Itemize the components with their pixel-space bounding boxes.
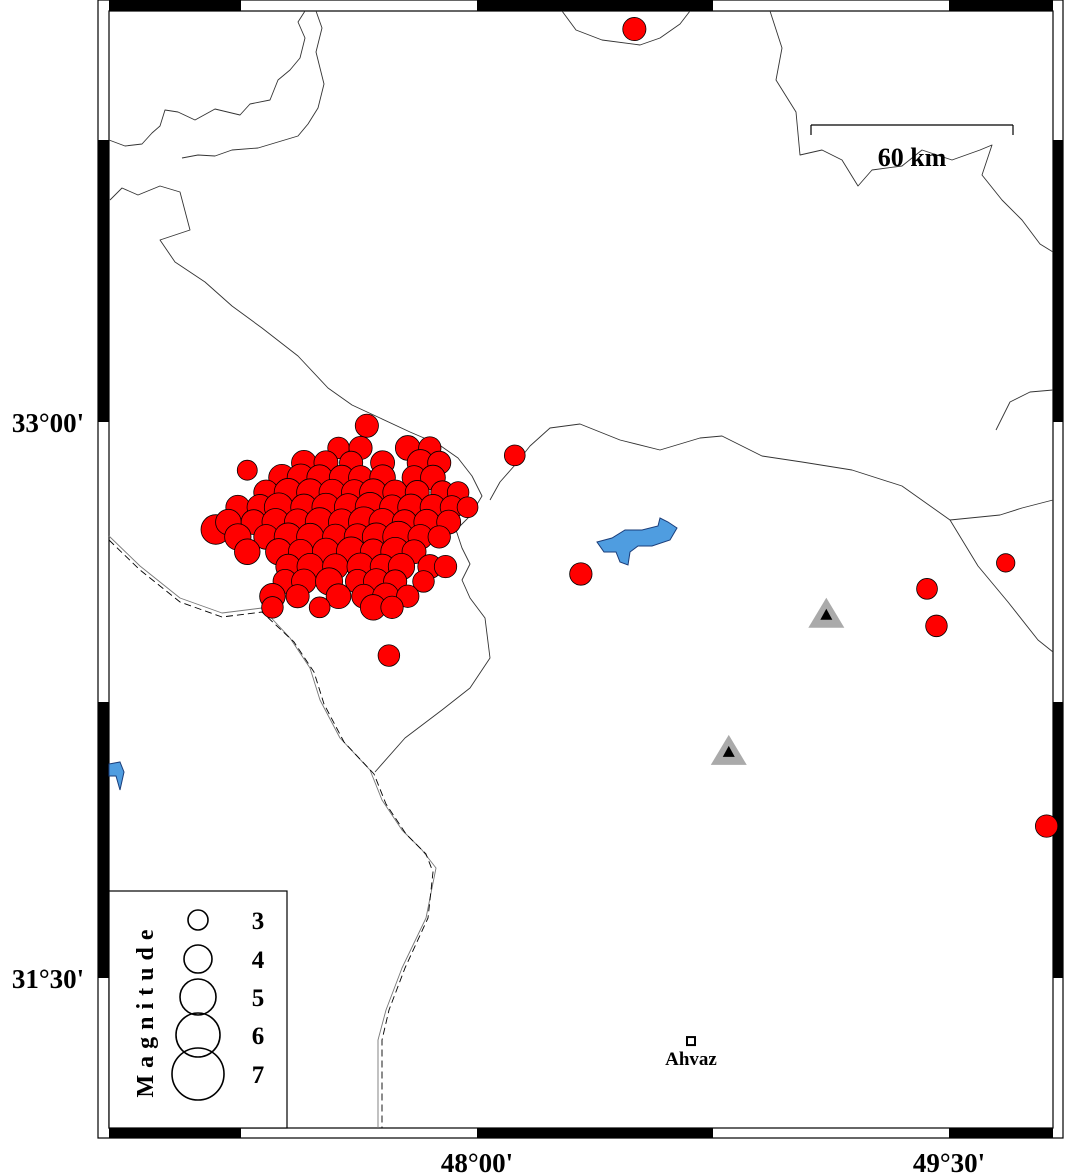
legend-magnitude-label: 3 bbox=[252, 908, 265, 935]
station-core-icon bbox=[820, 608, 833, 620]
boundary-line bbox=[561, 10, 691, 46]
city-marker bbox=[685, 1036, 696, 1047]
boundary-line bbox=[181, 10, 325, 159]
earthquake-event bbox=[377, 644, 401, 667]
earthquake-event bbox=[412, 570, 435, 593]
lat-label-33-00: 33°00' bbox=[12, 408, 84, 438]
station-core-icon bbox=[722, 745, 735, 757]
legend-circle-icon bbox=[183, 944, 213, 974]
boundary-line bbox=[108, 535, 437, 1128]
lat-label-31-30: 31°30' bbox=[12, 964, 84, 994]
city-label: Ahvaz bbox=[665, 1049, 717, 1070]
legend-magnitude-label: 6 bbox=[252, 1023, 265, 1050]
magnitude-legend: Magnitude 3 4 5 6 7 bbox=[108, 890, 288, 1129]
earthquake-event bbox=[236, 459, 258, 481]
boundaries bbox=[108, 10, 1054, 1128]
boundary-line bbox=[949, 519, 1054, 653]
earthquake-event bbox=[996, 553, 1016, 573]
legend-title: Magnitude bbox=[133, 922, 159, 1097]
lake bbox=[108, 761, 125, 791]
lake bbox=[596, 517, 678, 566]
legend-magnitude-label: 7 bbox=[252, 1062, 265, 1089]
earthquake-event bbox=[1035, 814, 1059, 838]
earthquake-event bbox=[427, 525, 451, 549]
earthquake-event bbox=[285, 584, 310, 609]
earthquake-events bbox=[200, 17, 1059, 838]
earthquake-event bbox=[234, 538, 261, 565]
scale-bar-label: 60 km bbox=[878, 143, 947, 172]
scale-bar bbox=[810, 124, 1014, 135]
lon-label-48-00: 48°00' bbox=[441, 1148, 513, 1176]
seismic-stations bbox=[710, 597, 845, 765]
earthquake-event bbox=[622, 17, 647, 42]
earthquake-event bbox=[503, 444, 526, 467]
boundary-line bbox=[108, 10, 306, 147]
legend-circle-icon bbox=[187, 909, 209, 931]
earthquake-event bbox=[261, 596, 284, 619]
earthquake-event bbox=[456, 496, 479, 519]
earthquake-event bbox=[569, 562, 593, 586]
earthquake-event bbox=[380, 595, 404, 619]
legend-magnitude-label: 5 bbox=[252, 985, 265, 1012]
earthquake-event bbox=[308, 596, 331, 619]
earthquake-event bbox=[916, 578, 938, 600]
boundary-line bbox=[489, 423, 1054, 521]
international-border bbox=[108, 539, 434, 1128]
earthquake-event bbox=[354, 413, 379, 438]
earthquake-event bbox=[925, 614, 948, 638]
legend-magnitude-label: 4 bbox=[252, 947, 265, 974]
lon-label-49-30: 49°30' bbox=[913, 1148, 985, 1176]
boundary-line bbox=[995, 389, 1054, 431]
boundary-line bbox=[769, 10, 1054, 253]
earthquake-event bbox=[433, 554, 458, 579]
legend-circle-icon bbox=[179, 978, 217, 1016]
legend-circle-icon bbox=[175, 1012, 221, 1058]
legend-circle-icon bbox=[171, 1047, 225, 1101]
earthquake-event bbox=[325, 583, 352, 610]
